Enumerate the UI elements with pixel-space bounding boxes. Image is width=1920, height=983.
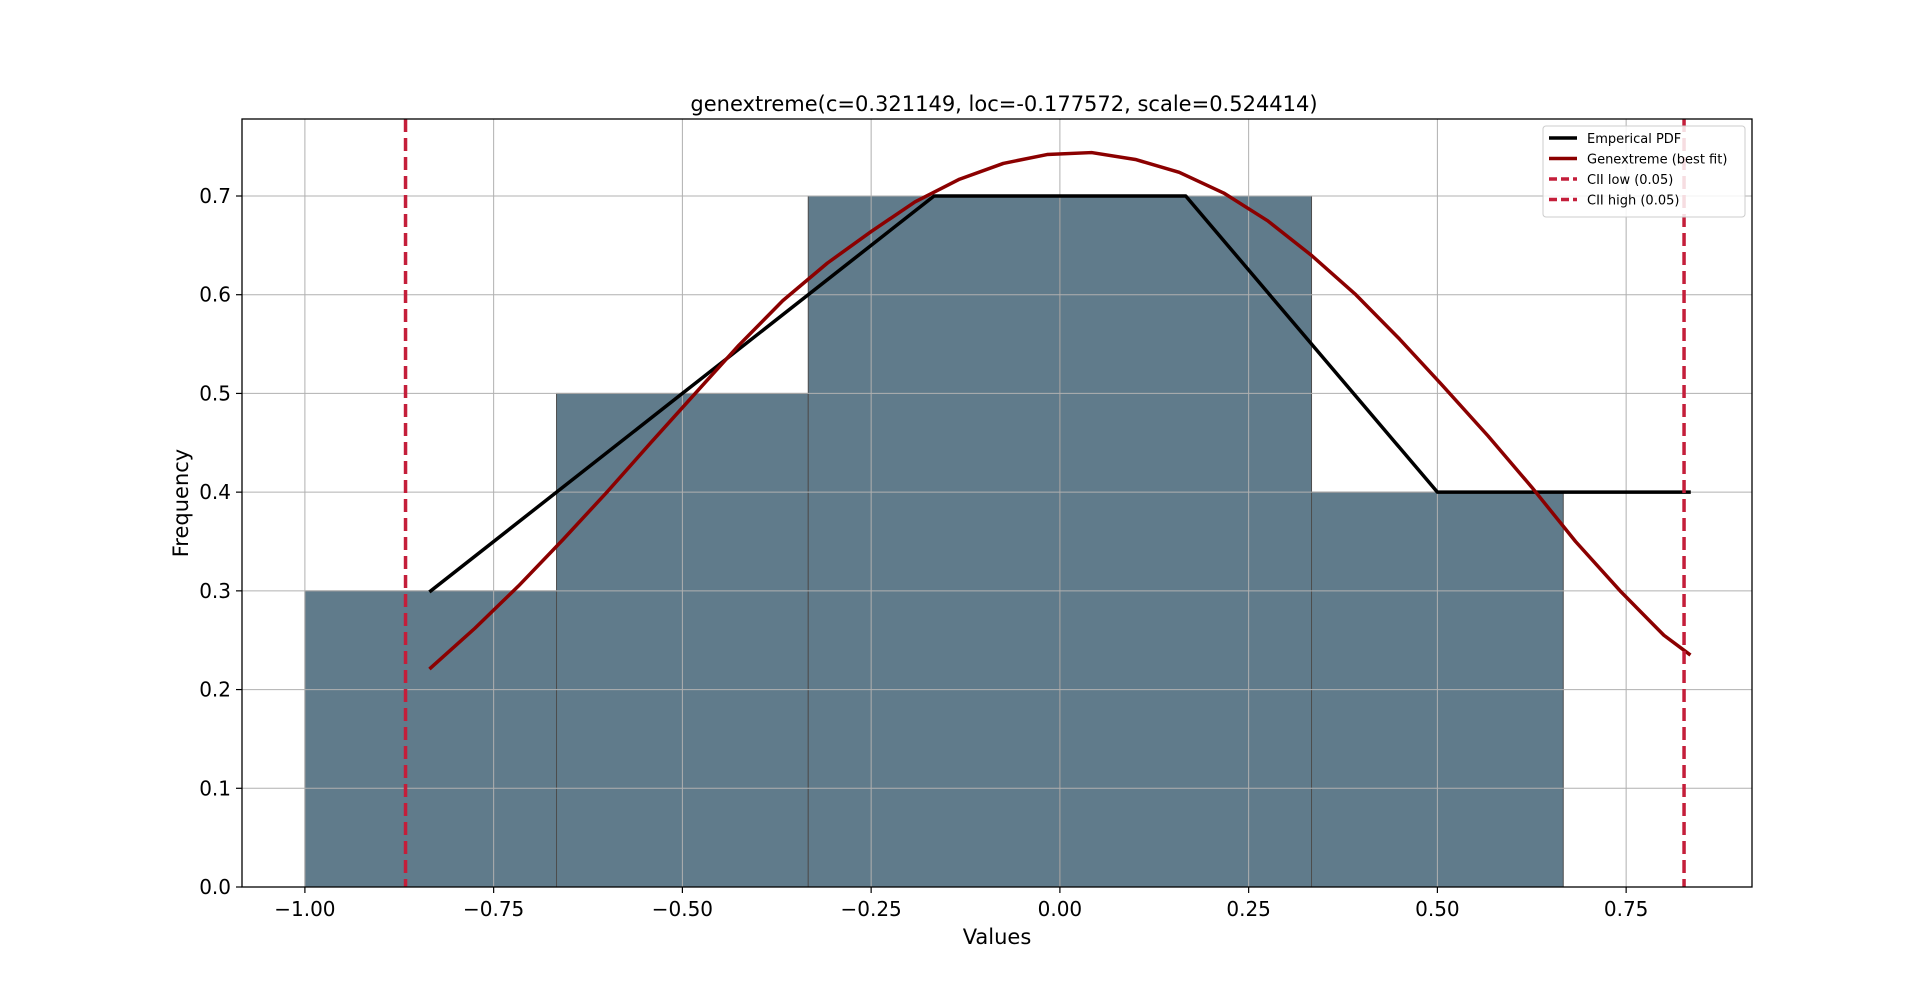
- y-tick-label: 0.5: [199, 381, 231, 405]
- legend: Emperical PDF Genextreme (best fit) CII lo…: [1542, 125, 1746, 218]
- y-tick-label: 0.4: [199, 480, 231, 504]
- legend-label: CII low (0.05): [1587, 173, 1673, 188]
- legend-label: CII high (0.05): [1587, 194, 1679, 209]
- x-tick-label: 0.75: [1604, 897, 1649, 921]
- x-tick-label: −0.25: [840, 897, 901, 921]
- x-tick-label: −1.00: [274, 897, 335, 921]
- y-tick-label: 0.7: [199, 184, 231, 208]
- chart-title: genextreme(c=0.321149, loc=-0.177572, sc…: [690, 92, 1317, 116]
- y-tick-label: 0.6: [199, 283, 231, 307]
- x-tick-label: 0.25: [1226, 897, 1271, 921]
- x-tick-label: −0.50: [652, 897, 713, 921]
- legend-label: Emperical PDF: [1587, 132, 1681, 147]
- x-axis-ticks: −1.00 −0.75 −0.50 −0.25 0.00 0.25 0.50 0.75: [274, 887, 1648, 921]
- x-tick-label: −0.75: [463, 897, 524, 921]
- y-tick-label: 0.0: [199, 875, 231, 899]
- plot-frame: [241, 118, 1753, 888]
- histogram-bar: [304, 590, 558, 888]
- y-axis-ticks: 0.0 0.1 0.2 0.3 0.4 0.5 0.6 0.7: [199, 184, 242, 899]
- x-tick-label: 0.50: [1415, 897, 1460, 921]
- y-tick-label: 0.3: [199, 579, 231, 603]
- y-axis-label: Frequency: [169, 449, 193, 558]
- x-tick-label: 0.00: [1038, 897, 1083, 921]
- series-line: [428, 150, 1692, 671]
- series-lines: [403, 119, 1692, 887]
- series-line: [428, 194, 1691, 594]
- histogram-bar: [1059, 195, 1313, 888]
- legend-box: [1542, 125, 1746, 218]
- y-tick-label: 0.2: [199, 678, 231, 702]
- x-axis-label: Values: [963, 925, 1032, 949]
- y-tick-label: 0.1: [199, 776, 231, 800]
- histogram-bar: [807, 195, 1061, 888]
- legend-label: Genextreme (best fit): [1587, 153, 1727, 168]
